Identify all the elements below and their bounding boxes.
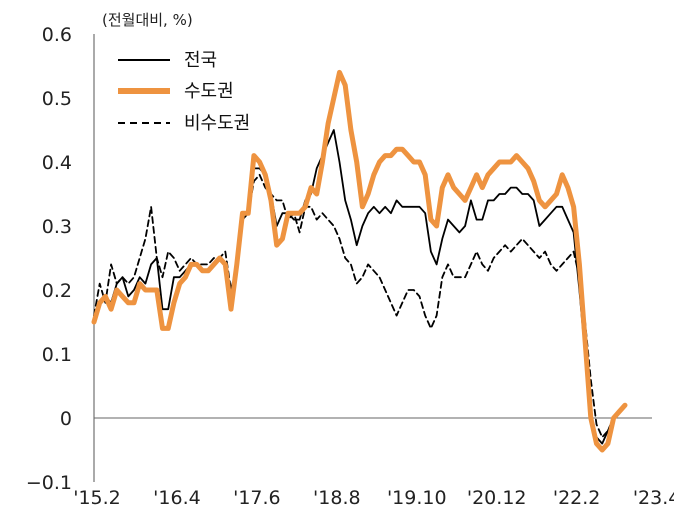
x-tick-label: '15.2 [73,487,121,509]
y-tick-label: 0.3 [42,216,72,238]
series-line-capital [91,69,628,453]
x-tick-label: '16.4 [153,487,201,509]
x-tick-label: '18.8 [313,487,361,509]
legend-label-capital: 수도권 [184,81,234,102]
y-tick-label: −0.1 [26,472,72,494]
y-tick-label: 0.4 [42,152,72,174]
y-tick-label: 0.5 [42,88,72,110]
y-tick-label: 0.1 [42,344,72,366]
y-tick-label: 0.2 [42,280,72,302]
series-lines [91,69,628,453]
axes [93,34,652,482]
x-tick-label: '19.10 [387,487,447,509]
x-tick-labels: '15.2 '16.4 '17.6 '18.8 '19.10 '20.12 '22.2 '23… [73,487,674,509]
legend: 전국 수도권 비수도권 [118,50,250,134]
y-tick-label: 0.6 [42,24,72,46]
series-line-non-capital [93,173,621,439]
y-tick-labels: 0.6 0.5 0.4 0.3 0.2 0.1 0 −0.1 [26,24,72,494]
x-tick-label: '22.2 [553,487,601,509]
x-tick-label: '23.4 [633,487,674,509]
legend-label-national: 전국 [184,50,217,71]
unit-label: (전월대비, %) [102,11,193,29]
x-tick-label: '20.12 [467,487,527,509]
legend-label-non-capital: 비수도권 [184,113,250,134]
series-line-national [93,129,621,445]
y-tick-label: 0 [60,408,72,430]
x-tick-label: '17.6 [233,487,281,509]
